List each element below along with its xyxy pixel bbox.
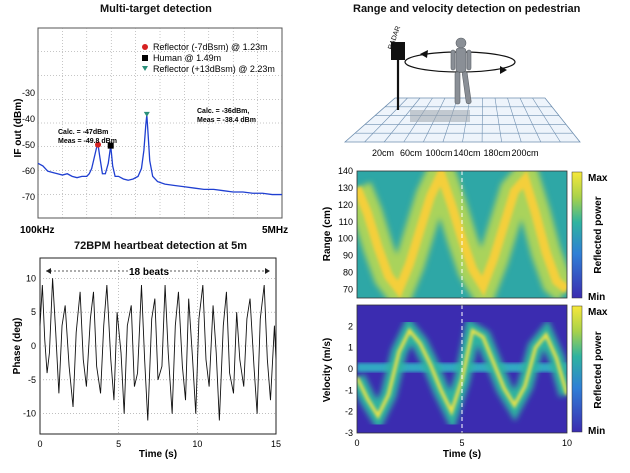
spectrum-frame <box>37 27 283 219</box>
heartbeat-ytick: -10 <box>23 409 36 419</box>
legend-circle-marker <box>142 44 148 50</box>
velocity-cbar-min: Min <box>588 426 605 437</box>
floor-tick-label: 60cm <box>400 148 422 158</box>
range-ytick: 110 <box>339 217 353 227</box>
pedestrian-figure <box>450 37 472 105</box>
floor-tick-label: 140cm <box>453 148 480 158</box>
velocity-xlabel: Time (s) <box>443 449 481 460</box>
spectrum-x-start: 100kHz <box>20 225 54 236</box>
velocity-ytick: 2 <box>348 321 353 331</box>
velocity-xtick: 5 <box>459 438 464 448</box>
spectrum-title: Multi-target detection <box>100 3 212 15</box>
annotation-1-line2: Meas = -49.8 dBm <box>58 138 117 145</box>
annotation-1-line1: Calc. = -47dBm <box>58 129 108 136</box>
motion-arrow-right <box>500 66 507 74</box>
floor-line <box>507 97 522 143</box>
beats-label-bg <box>128 264 170 277</box>
range-ytick: 130 <box>338 183 353 193</box>
range-cbar-max: Max <box>588 173 608 184</box>
range-ytick: 70 <box>343 285 353 295</box>
walking-lane <box>410 110 470 122</box>
spectrum-ylabel: IF out (dBm) <box>13 99 24 158</box>
floor-line <box>494 97 502 143</box>
legend-item-3: Reflector (+13dBsm) @ 2.23m <box>153 64 275 74</box>
beats-arrow-left <box>46 268 51 274</box>
range-colorbar <box>571 171 583 299</box>
marker-human <box>107 142 114 149</box>
velocity-ytick: -3 <box>345 428 353 438</box>
velocity-ytick: -2 <box>345 407 353 417</box>
heartbeat-ytick: 0 <box>31 341 36 351</box>
beats-arrow-right <box>265 268 270 274</box>
legend-square-marker <box>142 55 148 61</box>
floor-line <box>364 97 408 143</box>
heartbeat-xlabel: Time (s) <box>139 449 177 460</box>
velocity-cbar-label: Reflected power <box>593 331 604 408</box>
range-ytick: 90 <box>343 251 353 261</box>
pedestrian-title: Range and velocity detection on pedestri… <box>353 3 581 15</box>
annotation-2-line1: Calc. = -36dBm, <box>197 108 249 115</box>
heartbeat-ytick: 5 <box>31 307 36 317</box>
floor-line <box>383 97 421 143</box>
range-ytick: 100 <box>338 234 353 244</box>
velocity-ytick: 0 <box>348 364 353 374</box>
heartbeat-trace <box>39 278 277 421</box>
heartbeat-title: 72BPM heartbeat detection at 5m <box>74 240 247 252</box>
velocity-colorbar <box>571 305 583 433</box>
heartbeat-ylabel: Phase (deg) <box>12 318 23 375</box>
range-trace-core <box>357 171 567 298</box>
velocity-xtick: 0 <box>354 438 359 448</box>
heartbeat-ytick: -5 <box>28 375 36 385</box>
spectrum-ytick: -50 <box>22 140 35 150</box>
heartbeat-xtick: 0 <box>37 439 42 449</box>
velocity-ytick: -1 <box>345 385 353 395</box>
floor-tick-label: 200cm <box>511 148 538 158</box>
range-cbar-min: Min <box>588 292 605 303</box>
marker-reflector-1 <box>95 141 102 148</box>
heartbeat-xtick: 15 <box>271 439 281 449</box>
heartbeat-xtick: 10 <box>192 439 202 449</box>
heartbeat-ytick: 10 <box>26 273 36 283</box>
floor-tick-label: 180cm <box>483 148 510 158</box>
legend-triangle-marker <box>142 66 148 71</box>
spectrum-x-end: 5MHz <box>262 225 288 236</box>
spectrum-ytick: -60 <box>22 166 35 176</box>
floor-tick-label: 20cm <box>372 148 394 158</box>
annotation-2-line2: Meas = -38.4 dBm <box>197 117 256 124</box>
spectrum-trace <box>37 114 282 196</box>
velocity-trace-core <box>357 327 567 420</box>
motion-arrow-left <box>420 50 428 58</box>
velocity-xtick: 10 <box>562 438 572 448</box>
floor-line <box>519 97 542 143</box>
spectrum-ytick: -70 <box>22 192 35 202</box>
range-cbar-label: Reflected power <box>593 196 604 273</box>
velocity-ylabel: Velocity (m/s) <box>322 338 333 402</box>
range-ytick: 80 <box>343 268 353 278</box>
beats-annotation: 18 beats <box>129 267 169 278</box>
floor-tick-label: 100cm <box>425 148 452 158</box>
spectrum-ytick: -30 <box>22 88 35 98</box>
range-ytick: 120 <box>338 200 353 210</box>
velocity-cbar-max: Max <box>588 307 608 318</box>
spectrum-ytick: -40 <box>22 114 35 124</box>
radar-box <box>391 42 405 60</box>
range-ylabel: Range (cm) <box>322 207 333 261</box>
range-ytick: 140 <box>338 166 353 176</box>
legend-item-1: Reflector (-7dBsm) @ 1.23m <box>153 42 268 52</box>
legend-item-2: Human @ 1.49m <box>153 53 221 63</box>
floor-line <box>532 97 561 143</box>
marker-reflector-2 <box>143 111 150 117</box>
heartbeat-xtick: 5 <box>116 439 121 449</box>
velocity-ytick: 1 <box>348 343 353 353</box>
